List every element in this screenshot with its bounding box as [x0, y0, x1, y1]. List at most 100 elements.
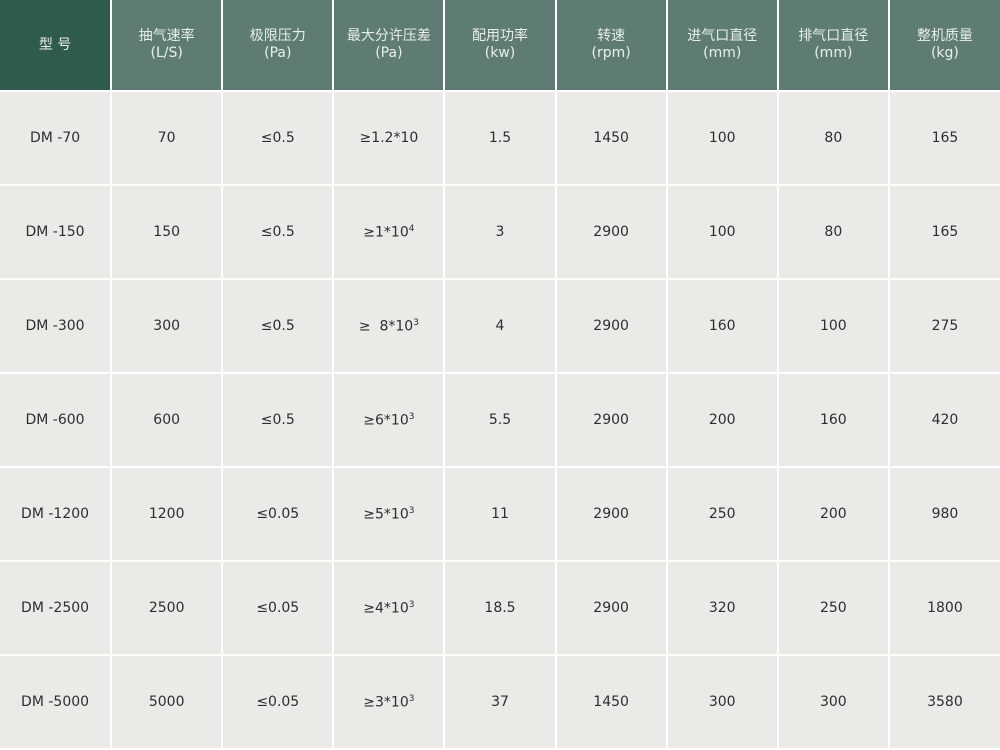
exponent: 3 [408, 599, 415, 610]
column-label: 进气口直径 [687, 28, 758, 44]
table-row: DM -150 150 ≤0.5 ≥1*104 3 2900 100 80 165 [0, 184, 1000, 280]
table-row: DM -1200 1200 ≤0.05 ≥5*103 11 2900 250 200 980 [0, 466, 1000, 562]
cell-outlet-value: 200 [819, 506, 847, 522]
cell-model: DM -150 [0, 184, 113, 280]
cell-pressure-value: ≤0.5 [260, 318, 295, 334]
column-unit: (kw) [484, 45, 516, 61]
cell-mass-value: 1800 [927, 600, 963, 616]
cell-inlet: 300 [665, 654, 779, 750]
column-unit: (mm) [814, 45, 853, 61]
cell-power-value: 18.5 [484, 600, 516, 616]
cell-model-value: DM -150 [25, 224, 85, 240]
cell-mass-value: 980 [931, 506, 959, 522]
cell-speed: 2500 [110, 560, 224, 656]
cell-mass: 275 [887, 278, 1000, 374]
cell-mass: 165 [887, 184, 1000, 280]
cell-speed-value: 1200 [148, 506, 185, 522]
cell-diff: ≥ 8*103 [332, 278, 446, 374]
cell-speed-value: 70 [157, 130, 176, 146]
column-label: 型 号 [38, 36, 72, 53]
cell-rpm: 2900 [554, 466, 668, 562]
cell-diff-value: ≥3*10 [363, 694, 409, 711]
cell-diff-value: ≥ 8*10 [358, 318, 414, 335]
cell-rpm-value: 2900 [593, 506, 629, 522]
cell-mass-value: 420 [931, 412, 959, 428]
cell-pressure-value: ≤0.05 [256, 694, 300, 710]
cell-rpm-value: 1450 [593, 130, 629, 146]
table-row: DM -600 600 ≤0.5 ≥6*103 5.5 2900 200 160 420 [0, 372, 1000, 468]
cell-outlet: 200 [776, 466, 890, 562]
column-header: 进气口直径 (mm) [665, 0, 779, 92]
cell-speed-value: 150 [153, 224, 181, 240]
cell-inlet: 100 [665, 90, 779, 186]
table-row: DM -70 70 ≤0.5 ≥1.2*10 1.5 1450 100 80 165 [0, 90, 1000, 186]
cell-diff-value: ≥6*10 [363, 412, 409, 429]
column-label: 最大分许压差 [346, 28, 431, 44]
column-header: 最大分许压差 (Pa) [332, 0, 446, 92]
column-header: 配用功率 (kw) [443, 0, 557, 92]
cell-inlet: 200 [665, 372, 779, 468]
cell-outlet-value: 100 [819, 318, 847, 334]
cell-pressure-value: ≤0.05 [256, 506, 300, 522]
cell-pressure: ≤0.05 [221, 560, 335, 656]
cell-speed: 600 [110, 372, 224, 468]
cell-diff-value: ≥5*10 [363, 506, 409, 523]
cell-model-value: DM -70 [29, 130, 81, 146]
cell-power-value: 4 [495, 318, 505, 334]
column-header: 排气口直径 (mm) [776, 0, 890, 92]
cell-outlet: 80 [776, 184, 890, 280]
cell-power-value: 37 [491, 694, 509, 710]
cell-model: DM -1200 [0, 466, 113, 562]
cell-model: DM -2500 [0, 560, 113, 656]
cell-diff: ≥6*103 [332, 372, 446, 468]
cell-diff-value: ≥1*10 [363, 224, 409, 241]
column-label: 转速 [597, 28, 626, 44]
cell-speed: 300 [110, 278, 224, 374]
cell-pressure: ≤0.05 [221, 466, 335, 562]
cell-model: DM -5000 [0, 654, 113, 750]
column-unit: (kg) [930, 45, 959, 61]
cell-diff: ≥5*103 [332, 466, 446, 562]
cell-mass: 165 [887, 90, 1000, 186]
cell-model-value: DM -2500 [21, 600, 90, 616]
cell-speed-value: 600 [153, 412, 181, 428]
cell-outlet: 100 [776, 278, 890, 374]
cell-model-value: DM -300 [25, 318, 85, 334]
cell-speed: 1200 [110, 466, 224, 562]
exponent: 4 [408, 223, 415, 234]
cell-speed-value: 5000 [148, 694, 185, 710]
cell-diff-value: ≥1.2*10 [359, 130, 419, 146]
cell-outlet: 160 [776, 372, 890, 468]
cell-rpm: 2900 [554, 184, 668, 280]
cell-diff: ≥4*103 [332, 560, 446, 656]
column-label: 整机质量 [916, 28, 973, 44]
cell-power: 4 [443, 278, 557, 374]
cell-pressure-value: ≤0.5 [260, 130, 295, 146]
header-row: 型 号抽气速率 (L/S) 极限压力 (Pa) 最大分许压差 (Pa) 配用功率 (kw) 转速… [0, 0, 1000, 92]
column-unit: (mm) [703, 45, 742, 61]
cell-rpm-value: 2900 [593, 412, 629, 428]
cell-inlet-value: 320 [708, 600, 736, 616]
cell-mass: 980 [887, 466, 1000, 562]
column-header: 极限压力 (Pa) [221, 0, 335, 92]
cell-outlet: 80 [776, 90, 890, 186]
cell-outlet: 300 [776, 654, 890, 750]
cell-pressure: ≤0.5 [221, 184, 335, 280]
cell-pressure-value: ≤0.5 [260, 412, 295, 428]
exponent: 3 [408, 693, 415, 704]
cell-rpm: 1450 [554, 90, 668, 186]
cell-diff: ≥1.2*10 [332, 90, 446, 186]
cell-speed-value: 2500 [148, 600, 185, 616]
column-header: 抽气速率 (L/S) [110, 0, 224, 92]
cell-speed: 150 [110, 184, 224, 280]
column-unit: (L/S) [150, 45, 183, 61]
table-row: DM -5000 5000 ≤0.05 ≥3*103 37 1450 300 300 3580 [0, 654, 1000, 750]
exponent: 3 [408, 505, 415, 516]
column-label: 抽气速率 [138, 28, 195, 44]
table-row: DM -2500 2500 ≤0.05 ≥4*103 18.5 2900 320 250 180… [0, 560, 1000, 656]
cell-mass-value: 275 [931, 318, 959, 334]
cell-speed-value: 300 [153, 318, 181, 334]
cell-power-value: 5.5 [488, 412, 512, 428]
column-unit: (Pa) [375, 45, 403, 61]
